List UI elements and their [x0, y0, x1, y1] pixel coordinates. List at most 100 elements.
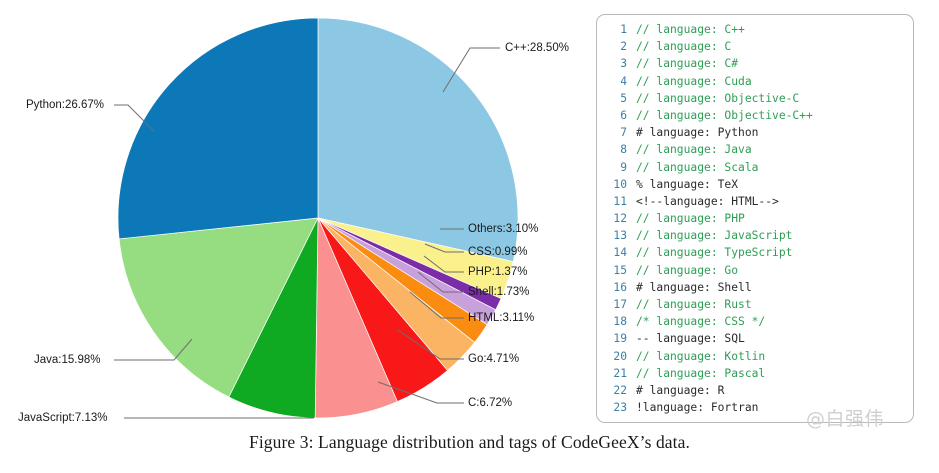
language-tag-text: language: JavaScript: [656, 229, 793, 243]
code-line: 11 <!--language: HTML-->: [597, 195, 913, 212]
code-line: 12 // language: PHP: [597, 212, 913, 229]
language-distribution-pie-chart: C++:28.50% Others:3.10% CSS:0.99% PHP:1.37%…: [18, 17, 569, 424]
comment-marker: //: [636, 57, 657, 71]
comment-marker: //: [636, 40, 657, 54]
comment-marker: //: [636, 349, 657, 363]
pie-label-php: PHP:1.37%: [468, 266, 527, 278]
code-line: 7 # language: Python: [597, 126, 913, 143]
language-tag-text: language: Java: [656, 143, 752, 157]
language-tag-text: !language: Fortran: [636, 401, 759, 415]
pie-label-html: HTML:3.11%: [468, 312, 534, 324]
code-line: 3 // language: C#: [597, 57, 913, 74]
leader-line: [409, 291, 464, 319]
code-line: 8 // language: Java: [597, 143, 913, 160]
comment-marker: //: [636, 143, 657, 157]
line-number: 7: [620, 126, 627, 140]
leader-line: [377, 381, 464, 404]
code-line: 16 # language: Shell: [597, 281, 913, 298]
language-tag-text: language: Pascal: [656, 366, 766, 380]
leader-line: [397, 329, 464, 360]
comment-marker: //: [636, 108, 657, 122]
line-number: 4: [620, 74, 627, 88]
line-number: 17: [613, 298, 627, 311]
line-number: 20: [613, 349, 627, 363]
code-line: 20 // language: Kotlin: [597, 350, 913, 367]
code-line: 6 // language: Objective-C++: [597, 109, 913, 126]
language-tags-code-panel: 1 // language: C++ 2 // language: C 3 // lang…: [596, 14, 914, 423]
code-line: 17 // language: Rust: [597, 298, 913, 315]
line-number: 8: [620, 143, 627, 157]
language-tag-text: language: Shell: [649, 280, 752, 294]
line-number: 18: [613, 315, 627, 329]
comment-marker: #: [636, 280, 650, 294]
line-number: 16: [613, 280, 627, 294]
code-line: 22 # language: R: [597, 384, 913, 401]
line-number: 13: [613, 229, 627, 243]
language-tag-text: language: SQL: [656, 332, 745, 346]
leader-line: [442, 47, 500, 93]
pie-label-c: C++:28.50%: [505, 42, 569, 54]
line-number: 9: [620, 160, 627, 174]
pie-slice-python: [117, 17, 319, 240]
comment-marker: //: [636, 229, 657, 243]
leader-line: [114, 338, 193, 361]
comment-marker: //: [636, 74, 657, 88]
line-number: 11: [613, 194, 627, 208]
language-tag-text: language: C: [656, 40, 732, 54]
code-line: 15 // language: Go: [597, 264, 913, 281]
comment-marker: #: [636, 383, 650, 397]
language-tag-text: language: Scala: [656, 160, 759, 174]
comment-marker: //: [636, 298, 657, 311]
comment-marker: %: [636, 177, 650, 191]
pie-label-java: Java:15.98%: [34, 354, 101, 366]
comment-marker: //: [636, 263, 657, 277]
language-tag-text: language: TeX: [649, 177, 739, 191]
comment-marker: #: [636, 126, 650, 140]
line-number: 15: [613, 263, 627, 277]
language-tag-text: language: PHP: [656, 212, 745, 226]
code-line: 23 !language: Fortran: [597, 401, 913, 418]
language-tag-text: language: Objective-C: [656, 91, 800, 105]
line-number: 5: [620, 91, 627, 105]
leader-line: [114, 104, 156, 133]
comment-marker: --: [636, 332, 657, 346]
line-number: 14: [613, 246, 627, 260]
comment-marker: //: [636, 91, 657, 105]
line-number: 22: [613, 383, 627, 397]
code-line: 21 // language: Pascal: [597, 367, 913, 384]
code-line: 18 /* language: CSS */: [597, 315, 913, 332]
line-number: 10: [613, 177, 627, 191]
line-number: 2: [620, 40, 627, 54]
comment-marker: //: [636, 246, 657, 260]
pie-label-css: CSS:0.99%: [468, 246, 527, 258]
language-tag-text: language: Python: [649, 126, 759, 140]
language-tag-text: language: C#: [656, 57, 739, 71]
pie-label-c: C:6.72%: [468, 397, 512, 409]
language-tag-text: language: R: [649, 383, 725, 397]
code-line: 2 // language: C: [597, 40, 913, 57]
code-line: 1 // language: C++: [597, 23, 913, 40]
pie-label-javascript: JavaScript:7.13%: [18, 412, 108, 424]
language-tag-text: language: Objective-C++: [656, 108, 813, 122]
comment-marker: //: [636, 366, 657, 380]
code-line: 10% language: TeX: [597, 178, 913, 195]
pie-label-python: Python:26.67%: [26, 99, 104, 111]
line-number: 23: [613, 401, 627, 415]
language-tag-text: language: Go: [656, 263, 739, 277]
comment-marker: //: [636, 23, 657, 36]
code-line: 19 -- language: SQL: [597, 332, 913, 349]
code-line: 4 // language: Cuda: [597, 75, 913, 92]
language-tag-text: language: Cuda: [656, 74, 752, 88]
line-number: 3: [620, 57, 627, 71]
code-line: 14 // language: TypeScript: [597, 246, 913, 263]
comment-marker: //: [636, 212, 657, 226]
leader-line: [424, 243, 464, 253]
leader-line: [417, 271, 464, 293]
line-number: 12: [613, 212, 627, 226]
watermark: @白强伟: [806, 408, 885, 430]
language-tag-text: <!--language: HTML-->: [636, 194, 779, 208]
language-tag-text: language: C++: [656, 23, 745, 36]
line-number: 21: [613, 366, 627, 380]
line-number: 6: [620, 108, 627, 122]
